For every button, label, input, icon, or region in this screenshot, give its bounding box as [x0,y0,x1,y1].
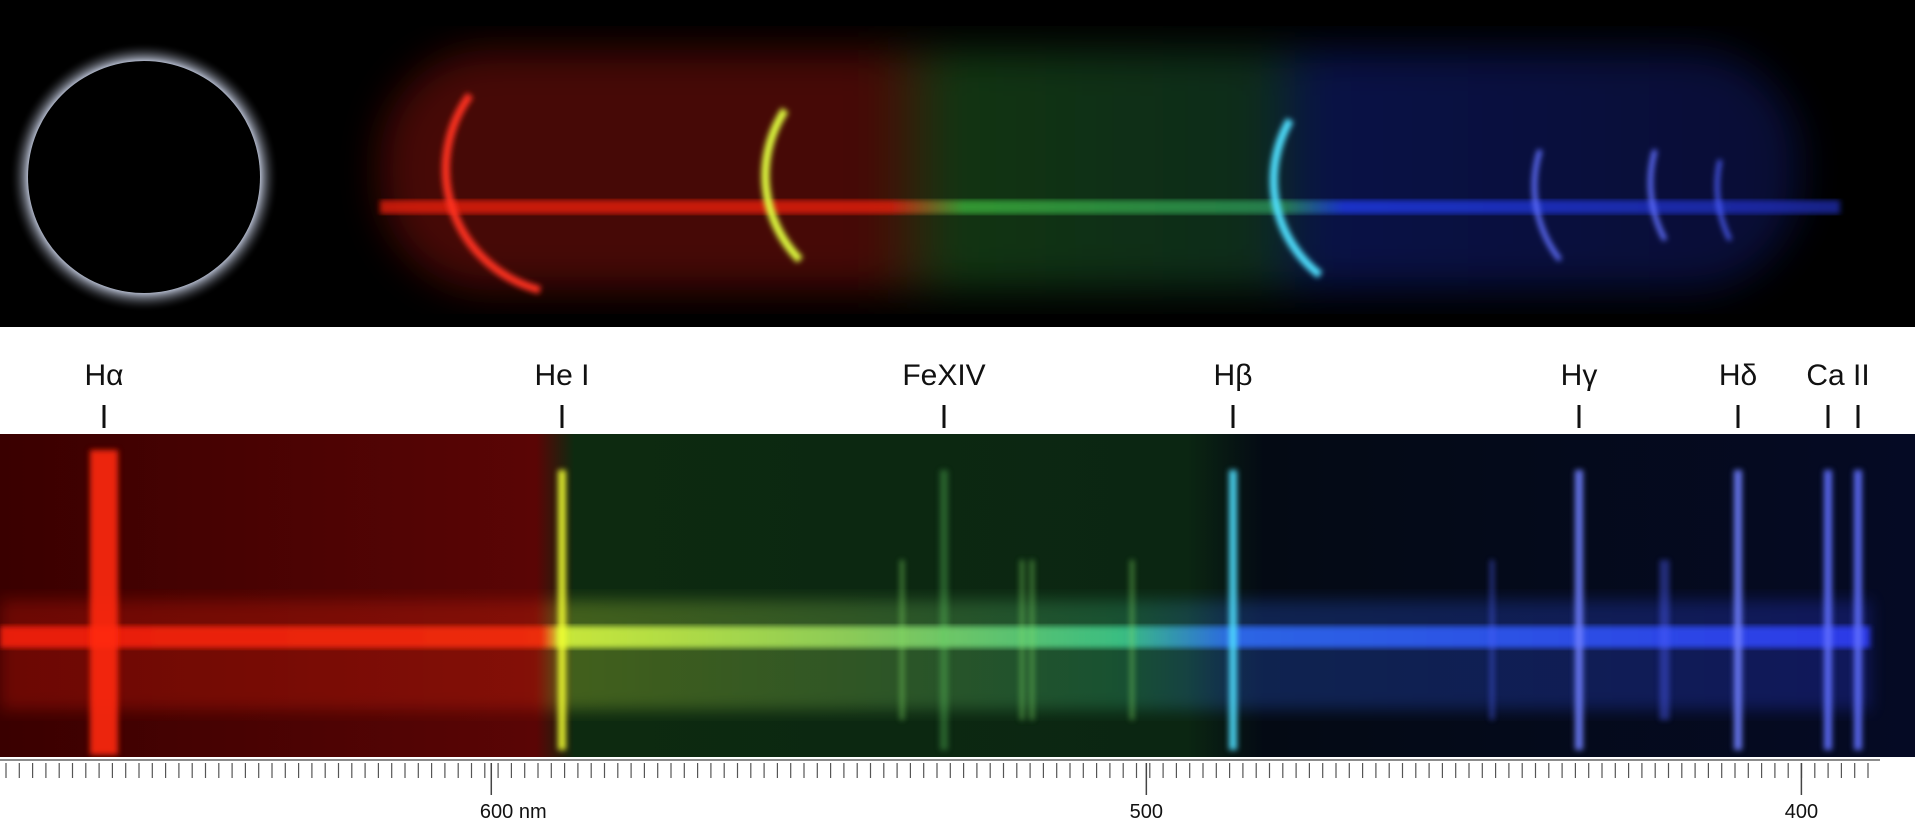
faint-line [1490,560,1494,720]
faint-line [1020,560,1024,720]
emission-line [90,450,118,755]
emission-line [1824,470,1832,750]
faint-line [1665,560,1669,720]
emission-line [1229,470,1237,750]
emission-line [558,470,566,750]
line-label: FeXIV [902,359,985,392]
faint-line [1030,560,1034,720]
top-arcs [441,92,1732,294]
line-label: Hβ [1214,359,1253,392]
line-label: He I [534,359,589,392]
line-label: Hα [84,359,123,392]
scale-label: 600 nm [480,801,547,823]
spectrum-haze [0,600,1870,710]
line-label: Hδ [1719,359,1757,392]
faint-line [1660,560,1664,720]
line-labels: Hα He I FeXIV Hβ Hγ Hδ Ca II [84,359,1870,428]
scale-panel [0,757,1915,824]
emission-line [1734,470,1742,750]
emission-lines [90,450,1862,755]
moon-disk [28,61,260,293]
wavelength-scale: 600 nm 500 400 [5,763,1869,823]
top-glow [380,50,1800,290]
faint-line [900,560,904,720]
top-streak [380,200,1840,214]
emission-line [1575,470,1583,750]
scale-label: 500 [1130,801,1163,823]
spectrum-streak [0,626,1870,648]
emission-line [940,470,948,750]
line-label: Ca II [1806,359,1869,392]
scale-label: 400 [1785,801,1818,823]
line-label: Hγ [1561,359,1598,392]
faint-line [1130,560,1134,720]
emission-line [1854,470,1862,750]
